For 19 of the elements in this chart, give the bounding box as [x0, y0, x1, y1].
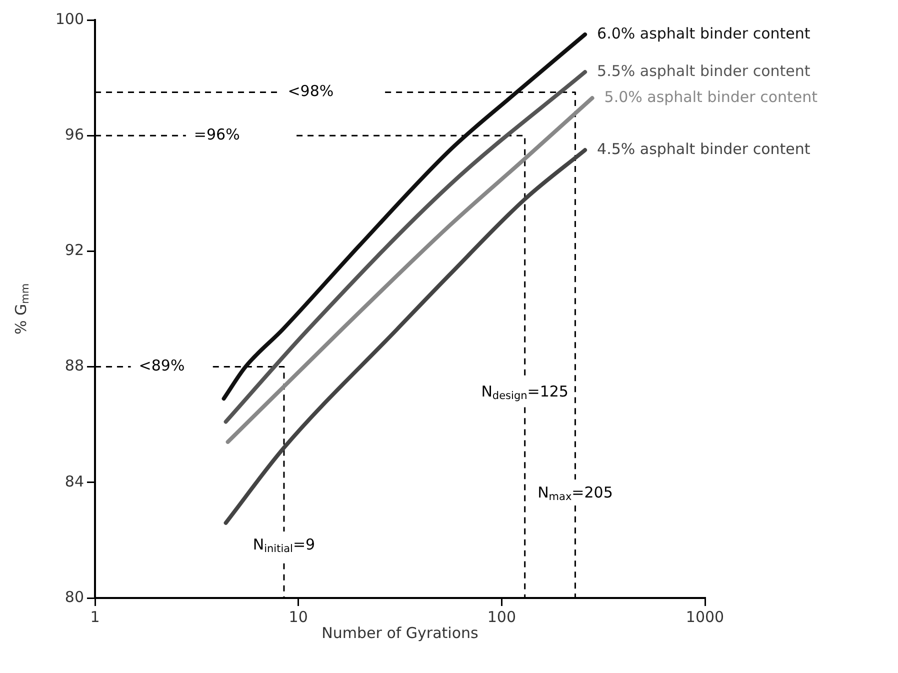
y-axis-title: % Gmm — [12, 283, 32, 335]
y-tick-label: 100 — [55, 10, 84, 28]
series-label: 6.0% asphalt binder content — [597, 24, 810, 42]
x-axis-title: Number of Gyrations — [322, 624, 479, 642]
y-tick-label: 80 — [64, 588, 84, 606]
series-label: 5.0% asphalt binder content — [604, 88, 818, 106]
x-tick-label: 1000 — [686, 608, 724, 626]
series-label: 4.5% asphalt binder content — [597, 140, 810, 158]
series-label: <89% — [138, 356, 185, 375]
series-label: <98% — [288, 82, 334, 100]
x-tick-label: 10 — [288, 608, 308, 626]
y-tick-label: 92 — [64, 241, 84, 260]
y-tick-label: 96 — [64, 125, 84, 144]
x-tick-label: 1 — [90, 608, 100, 626]
y-tick-label: 88 — [64, 356, 84, 375]
series-label: =96% — [194, 125, 240, 144]
y-tick-label: 84 — [64, 472, 84, 490]
series-label: 5.5% asphalt binder content — [597, 62, 810, 80]
x-tick-label: 100 — [487, 608, 516, 626]
